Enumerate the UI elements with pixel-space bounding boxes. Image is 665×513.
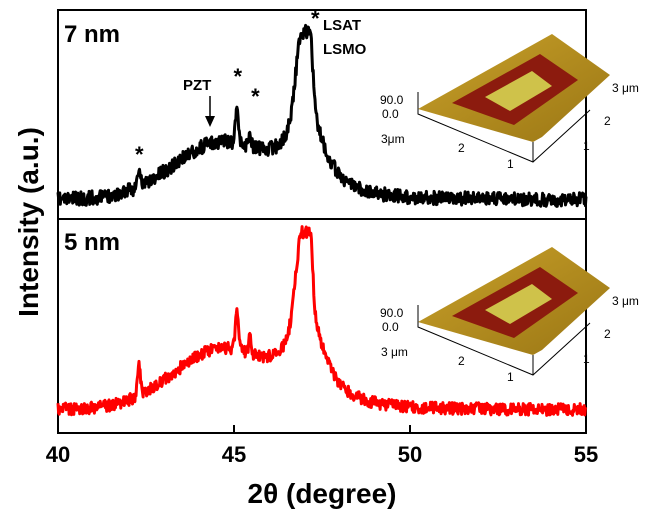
afm-axis-a-5nm: 3 μm — [381, 345, 408, 359]
afm-tick-a1-5nm: 1 — [507, 370, 514, 384]
pzt-arrow-head — [205, 116, 215, 127]
x-tick-label: 40 — [46, 442, 70, 467]
peak-star: * — [311, 6, 320, 31]
afm-z-zero-5nm: 0.0 — [382, 320, 399, 334]
afm-tick-b2-5nm: 2 — [604, 327, 611, 341]
spectrum-line-7nm — [56, 23, 588, 208]
plot-frame — [57, 9, 587, 434]
x-tick-label: 55 — [574, 442, 598, 467]
afm-axis-a-7nm: 3μm — [381, 132, 405, 146]
afm-z-zero-7nm: 0.0 — [382, 107, 399, 121]
peak-star: * — [234, 64, 243, 89]
afm-axis-b-5nm: 3 μm — [612, 294, 639, 308]
peak-star: * — [251, 84, 260, 109]
afm-tick-a2-5nm: 2 — [458, 354, 465, 368]
lsat-label: LSAT — [323, 17, 361, 34]
afm-z-label-7nm: 90.0 — [380, 93, 404, 107]
afm-inset-5nm: 90.0 0.0 3 μm 2 1 3 μm 2 1 — [380, 247, 639, 384]
lsmo-label: LSMO — [323, 41, 367, 58]
y-axis-title: Intensity (a.u.) — [13, 127, 44, 317]
spectrum-line-5nm — [56, 225, 588, 417]
panel-label-7nm: 7 nm — [64, 21, 120, 48]
panel-label-5nm: 5 nm — [64, 229, 120, 256]
afm-inset-7nm: 90.0 0.0 3μm 2 1 3 μm 2 1 — [380, 34, 639, 171]
afm-surface-square-7nm — [485, 71, 552, 111]
afm-tick-b1-5nm: 1 — [583, 352, 590, 366]
x-axis-ticks: 40 45 50 55 — [46, 425, 598, 467]
x-tick-label: 45 — [222, 442, 246, 467]
afm-tick-b1-7nm: 1 — [583, 139, 590, 153]
x-tick-label: 50 — [398, 442, 422, 467]
afm-axis-b-7nm: 3 μm — [612, 81, 639, 95]
x-axis-title: 2θ (degree) — [248, 478, 397, 509]
afm-tick-b2-7nm: 2 — [604, 114, 611, 128]
afm-tick-a2-7nm: 2 — [458, 141, 465, 155]
afm-z-label-5nm: 90.0 — [380, 306, 404, 320]
afm-surface-square-5nm — [485, 284, 552, 324]
peak-star: * — [135, 142, 144, 167]
afm-box-edge-5nm — [417, 305, 591, 376]
afm-box-edge-7nm — [417, 92, 591, 163]
pzt-label: PZT — [183, 77, 211, 94]
peak-star-markers: * * * * — [135, 6, 320, 167]
afm-tick-a1-7nm: 1 — [507, 157, 514, 171]
